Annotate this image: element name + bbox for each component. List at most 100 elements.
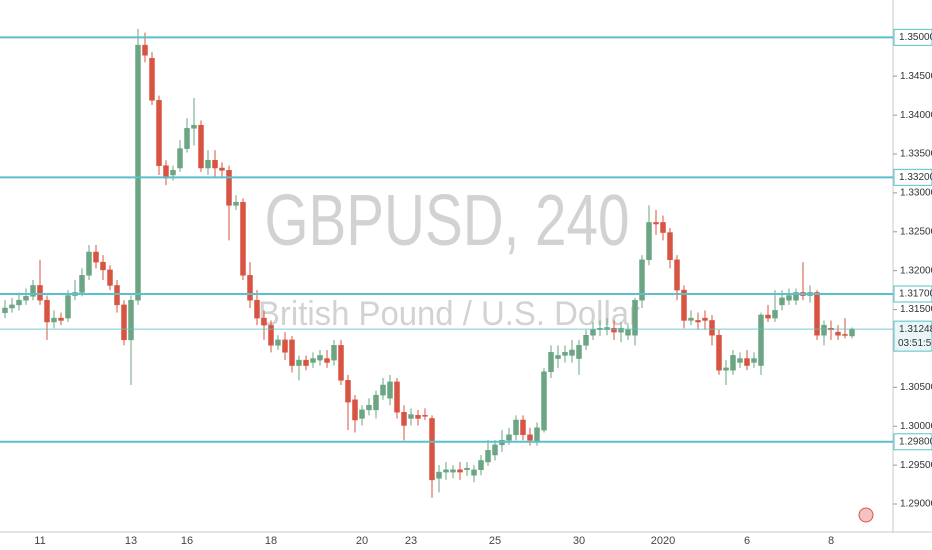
x-tick-label: 8 xyxy=(828,535,834,547)
watermark-title: GBPUSD, 240 xyxy=(265,181,630,261)
candle-body xyxy=(576,345,582,359)
candle-body xyxy=(303,359,309,366)
level-label-box xyxy=(893,168,932,186)
candle-body xyxy=(268,324,274,346)
candle-body xyxy=(9,304,15,309)
candle-body xyxy=(415,415,421,419)
candle-body xyxy=(247,275,253,301)
candle-body xyxy=(695,320,701,323)
level-label: 1.29800 xyxy=(899,436,932,447)
candle-body xyxy=(436,471,442,479)
level-label-box xyxy=(893,28,932,46)
countdown-label: 03:51:56 xyxy=(898,338,932,349)
candle-body xyxy=(254,299,260,319)
candle-body xyxy=(163,165,169,179)
x-tick-label: 30 xyxy=(573,535,585,547)
candle-body xyxy=(590,329,596,336)
candle-body xyxy=(569,349,575,356)
candle-body xyxy=(583,334,589,346)
x-tick-label: 20 xyxy=(356,535,368,547)
candle-body xyxy=(394,381,400,413)
candle-body xyxy=(674,259,680,291)
candle-body xyxy=(737,358,743,363)
candle-body xyxy=(289,339,295,366)
candle-body xyxy=(128,299,134,341)
candle-body xyxy=(380,384,386,396)
candle-body xyxy=(457,469,463,473)
y-tick-label: 1.30500 xyxy=(900,382,932,393)
candle-body xyxy=(786,295,792,301)
candle-body xyxy=(513,419,519,436)
candle-body xyxy=(849,328,855,337)
candle-body xyxy=(653,222,659,225)
candle-body xyxy=(373,394,379,411)
level-label-box xyxy=(893,433,932,451)
candle-body xyxy=(79,275,85,293)
level-label: 1.33200 xyxy=(899,172,932,183)
y-tick-label: 1.30000 xyxy=(900,421,932,432)
candle-body xyxy=(86,251,92,276)
candle-body xyxy=(541,371,547,431)
candle-body xyxy=(93,251,99,263)
y-tick-label: 1.31500 xyxy=(900,304,932,315)
candle-body xyxy=(478,460,484,471)
candle-body xyxy=(142,44,148,56)
candle-body xyxy=(282,339,288,353)
x-tick-label: 11 xyxy=(34,535,45,547)
candle-body xyxy=(100,261,106,271)
candle-body xyxy=(37,285,43,301)
candle-body xyxy=(135,44,141,301)
candle-body xyxy=(233,201,239,206)
candle-body xyxy=(751,358,757,363)
level-label: 1.31700 xyxy=(899,289,932,300)
candle-body xyxy=(450,469,456,473)
candle-body xyxy=(814,292,820,336)
candle-body xyxy=(625,329,631,336)
candle-body xyxy=(401,411,407,426)
candle-body xyxy=(632,299,638,336)
level-label: 1.35000 xyxy=(899,32,932,43)
candle-body xyxy=(702,317,708,321)
candle-body xyxy=(58,317,64,321)
candle-body xyxy=(443,469,449,473)
candle-body xyxy=(604,327,610,331)
candle-body xyxy=(842,334,848,336)
candle-body xyxy=(205,159,211,169)
x-tick-label: 23 xyxy=(405,535,417,547)
candle-body xyxy=(366,404,372,411)
candle-body xyxy=(772,310,778,319)
y-tick-label: 1.33000 xyxy=(900,188,932,199)
candle-body xyxy=(23,296,29,301)
last-price-box xyxy=(893,320,932,352)
candle-body xyxy=(16,299,22,306)
x-tick-label: 18 xyxy=(265,535,277,547)
candle-body xyxy=(611,327,617,333)
candle-body xyxy=(765,314,771,319)
candle-body xyxy=(44,299,50,323)
candle-body xyxy=(793,292,799,301)
candle-body xyxy=(65,295,71,319)
candle-body xyxy=(30,285,36,297)
y-tick-label: 1.29000 xyxy=(900,499,932,510)
candle-body xyxy=(821,324,827,336)
candle-body xyxy=(114,285,120,306)
y-tick-label: 1.29500 xyxy=(900,460,932,471)
last-price-label: 1.31248 xyxy=(899,324,932,335)
candle-body xyxy=(485,450,491,463)
candle-body xyxy=(723,367,729,371)
candle-body xyxy=(387,381,393,399)
y-tick-label: 1.34000 xyxy=(900,110,932,121)
watermark-subtitle: British Pound / U.S. Dollar xyxy=(258,295,640,333)
x-tick-label: 6 xyxy=(744,535,750,547)
candle-body xyxy=(184,128,190,149)
candle-body xyxy=(149,58,155,101)
y-tick-label: 1.34500 xyxy=(900,71,932,82)
candle-body xyxy=(156,100,162,166)
candle-body xyxy=(240,201,246,276)
candle-body xyxy=(2,307,8,313)
candle-body xyxy=(51,317,57,323)
candle-body xyxy=(660,222,666,233)
